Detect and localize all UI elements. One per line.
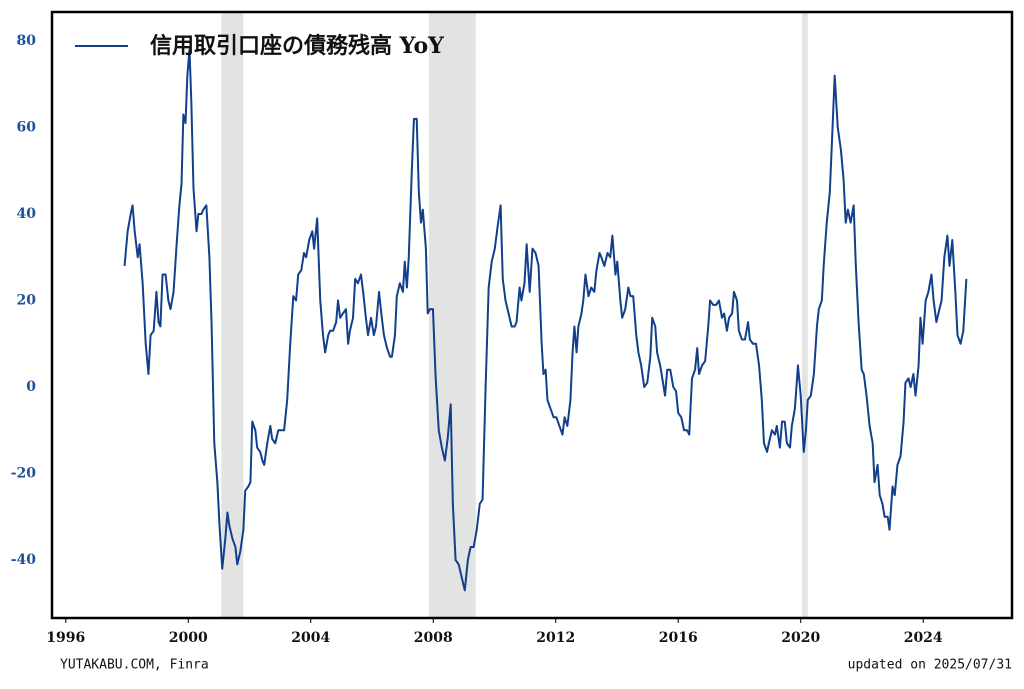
x-tick-label: 2004	[291, 630, 330, 646]
shaded-period	[801, 12, 808, 618]
x-tick-label: 2024	[904, 630, 943, 646]
y-tick-label: -20	[11, 466, 37, 482]
series-line	[123, 48, 968, 592]
shade-layer	[221, 12, 808, 618]
y-tick-label: 0	[26, 379, 36, 395]
x-tick-label: 2008	[414, 630, 453, 646]
source-note: YUTAKABU.COM, Finra	[60, 658, 209, 673]
y-tick-label: 20	[17, 293, 37, 309]
shaded-period	[428, 12, 476, 618]
y-tick-label: 60	[17, 119, 37, 135]
legend-label: 信用取引口座の債務残高 YoY	[150, 33, 444, 59]
plot-layer	[123, 48, 968, 592]
y-tick-label: 40	[17, 206, 37, 222]
x-tick-label: 2012	[536, 630, 575, 646]
x-tick-label: 2016	[659, 630, 698, 646]
shaded-period	[221, 12, 244, 618]
x-tick-label: 1996	[46, 630, 85, 646]
update-note: updated on 2025/07/31	[848, 658, 1012, 673]
plot-frame	[50, 10, 1014, 620]
y-tick-label: 80	[17, 33, 37, 49]
x-tick-label: 2020	[781, 630, 820, 646]
y-tick-label: -40	[11, 552, 37, 568]
x-tick-label: 2000	[169, 630, 208, 646]
